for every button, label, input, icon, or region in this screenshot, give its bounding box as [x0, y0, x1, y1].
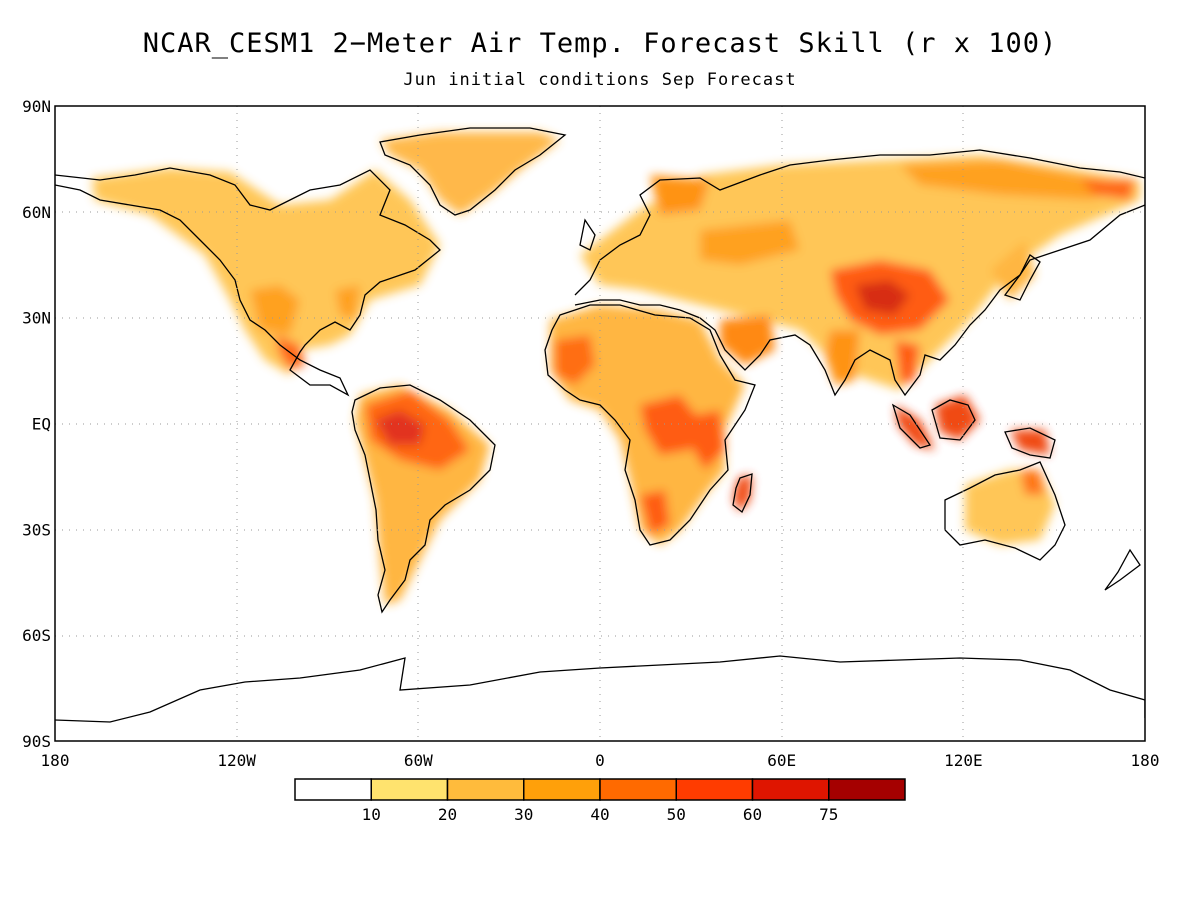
coast-new-guinea	[1004, 427, 1056, 459]
coast-australia	[944, 461, 1066, 561]
lon-label: 0	[595, 751, 605, 770]
coast-eurasia	[574, 149, 1145, 397]
lat-label: EQ	[32, 415, 51, 434]
lat-label: 30N	[22, 309, 51, 328]
grid-lines	[55, 106, 1145, 741]
lat-label: 90S	[22, 732, 51, 751]
coast-madagascar	[732, 473, 753, 514]
coast-borneo	[931, 399, 976, 441]
skill-greenland	[380, 132, 560, 215]
skill-field	[92, 132, 1140, 605]
colorbar-swatch	[675, 778, 754, 801]
chart-title: NCAR_CESM1 2−Meter Air Temp. Forecast Sk…	[142, 28, 1058, 59]
colorbar-swatch	[751, 778, 830, 801]
lon-axis-labels: 180 120W 60W 0 60E 120E 180	[41, 751, 1160, 770]
coast-greenland	[379, 127, 567, 216]
coast-uk	[579, 218, 596, 251]
lat-label: 60N	[22, 203, 51, 222]
coast-new-zealand	[1104, 548, 1141, 591]
coast-sumatra	[891, 403, 932, 449]
coast-africa	[544, 304, 756, 546]
colorbar-tick-label: 60	[743, 805, 762, 824]
colorbar-tick-label: 75	[819, 805, 838, 824]
coast-south-america	[351, 384, 496, 614]
colorbar-tick-label: 10	[362, 805, 381, 824]
lon-label: 60W	[404, 751, 433, 770]
colorbar-tick-label: 50	[667, 805, 686, 824]
lat-label: 90N	[22, 97, 51, 116]
colorbar-tick-label: 20	[438, 805, 457, 824]
colorbar-swatch	[370, 778, 449, 801]
colorbar: 10 20 30 40 50 60 75	[294, 778, 906, 824]
lon-label: 60E	[767, 751, 796, 770]
chart-subtitle: Jun initial conditions Sep Forecast	[403, 70, 797, 90]
lon-label: 180	[41, 751, 70, 770]
map-frame	[54, 105, 1146, 742]
colorbar-swatch	[828, 778, 906, 801]
coastlines	[55, 127, 1145, 723]
colorbar-tick-label: 40	[590, 805, 609, 824]
lat-axis-labels: 90N 60N 30N EQ 30S 60S 90S	[22, 97, 51, 751]
coast-north-america	[55, 167, 441, 397]
lat-label: 30S	[22, 520, 51, 539]
colorbar-swatch	[523, 778, 601, 801]
colorbar-swatch	[294, 778, 372, 801]
colorbar-swatch	[446, 778, 525, 801]
lat-label: 60S	[22, 626, 51, 645]
lon-label: 120E	[944, 751, 983, 770]
colorbar-tick-label: 30	[514, 805, 533, 824]
lon-label: 120W	[217, 751, 256, 770]
skill-maritime-continent	[895, 395, 1050, 455]
coast-japan	[1003, 254, 1041, 301]
lon-label: 180	[1131, 751, 1160, 770]
colorbar-swatch	[599, 778, 677, 801]
coast-antarctica	[55, 655, 1145, 723]
